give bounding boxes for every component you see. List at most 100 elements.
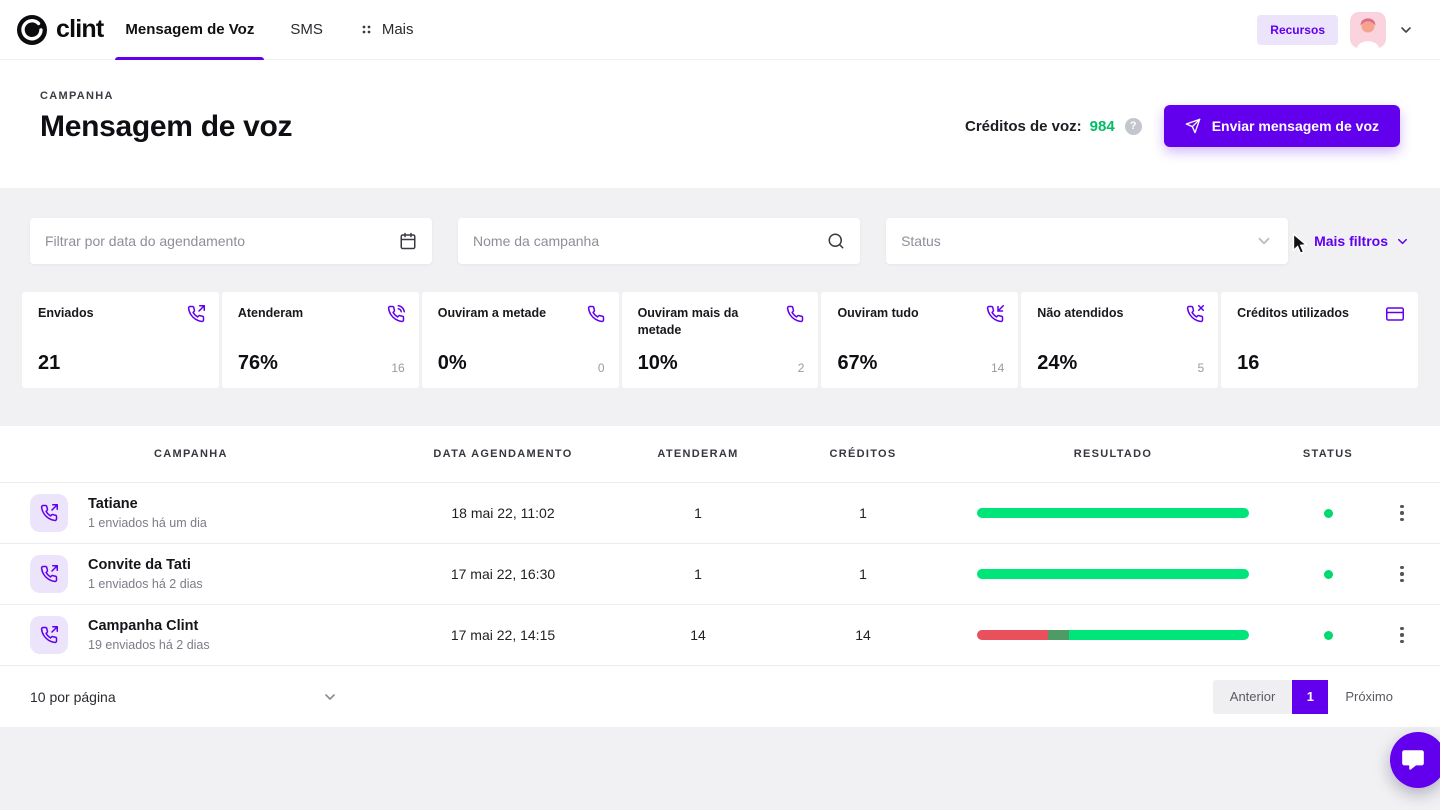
- calendar-icon[interactable]: [399, 232, 417, 250]
- page-header-left: CAMPANHA Mensagem de voz: [40, 90, 293, 188]
- previous-page-button[interactable]: Anterior: [1212, 679, 1293, 714]
- filters-row: Mais filtros: [0, 218, 1440, 264]
- recursos-button[interactable]: Recursos: [1257, 14, 1338, 45]
- grid-dots-icon: [359, 22, 374, 37]
- send-voice-message-label: Enviar mensagem de voz: [1211, 118, 1379, 134]
- stat-value: 10%: [637, 352, 678, 374]
- chat-widget-button[interactable]: [1390, 732, 1440, 788]
- campaign-voice-icon: [30, 555, 68, 593]
- stat-value: 16: [1237, 352, 1260, 374]
- table-header: CAMPANHA DATA AGENDAMENTO ATENDERAM CRÉD…: [0, 426, 1440, 482]
- stat-label: Ouviram tudo: [837, 306, 919, 320]
- phone-icon: [786, 305, 804, 323]
- campaign-date: 17 mai 22, 16:30: [450, 566, 556, 582]
- send-voice-message-button[interactable]: Enviar mensagem de voz: [1163, 105, 1400, 147]
- table-footer: 10 por página Anterior 1 Próximo: [0, 665, 1440, 727]
- stat-label: Atenderam: [237, 306, 304, 320]
- per-page-label: 10 por página: [30, 688, 116, 705]
- stat-value: 24%: [1037, 352, 1078, 374]
- campaign-credits: 1: [859, 505, 867, 521]
- phone-incoming-icon: [986, 305, 1004, 323]
- status-filter-field[interactable]: [886, 218, 1289, 264]
- stat-label: Enviados: [38, 306, 94, 320]
- phone-missed-icon: [1186, 305, 1204, 323]
- stat-label: Não atendidos: [1037, 306, 1124, 320]
- status-dot: [1323, 630, 1333, 640]
- date-filter-input[interactable]: [45, 233, 400, 249]
- stats-row: Enviados 21 Atenderam 76% 16 Ouviram a m…: [0, 292, 1440, 388]
- campaign-subtitle: 1 enviados há 2 dias: [88, 577, 203, 591]
- tab-mensagem-de-voz[interactable]: Mensagem de Voz: [115, 0, 265, 60]
- tab-sms[interactable]: SMS: [290, 0, 323, 60]
- stat-label: Créditos utilizados: [1237, 306, 1349, 320]
- chevron-down-icon: [322, 689, 338, 705]
- campaign-name: Convite da Tati: [88, 557, 191, 573]
- phone-outgoing-icon: [40, 504, 58, 522]
- campaign-answered: 1: [694, 566, 702, 582]
- tab-mais[interactable]: Mais: [359, 0, 414, 60]
- pagination: Anterior 1 Próximo: [1212, 679, 1410, 714]
- column-header-atenderam: ATENDERAM: [657, 448, 739, 460]
- campaign-name: Campanha Clint: [88, 618, 199, 634]
- stat-secondary: 14: [990, 361, 1005, 375]
- chevron-down-icon: [1395, 234, 1410, 249]
- column-header-data-agendamento: DATA AGENDAMENTO: [433, 448, 573, 460]
- voice-credits: Créditos de voz: 984 ?: [965, 117, 1142, 135]
- date-filter-field[interactable]: [30, 218, 433, 264]
- page-1-button[interactable]: 1: [1292, 679, 1329, 714]
- campaign-name-input[interactable]: [473, 233, 828, 249]
- stat-card: Atenderam 76% 16: [221, 292, 419, 388]
- campaign-voice-icon: [30, 616, 68, 654]
- next-page-button[interactable]: Próximo: [1328, 679, 1410, 714]
- campaigns-table: CAMPANHA DATA AGENDAMENTO ATENDERAM CRÉD…: [0, 426, 1440, 727]
- clint-logo-icon: [16, 14, 48, 46]
- stat-card: Créditos utilizados 16: [1221, 292, 1419, 388]
- campaign-name-filter-field[interactable]: [458, 218, 861, 264]
- search-icon: [827, 232, 845, 250]
- topbar-right: Recursos: [1257, 12, 1414, 48]
- stat-card: Ouviram a metade 0% 0: [421, 292, 619, 388]
- help-icon[interactable]: ?: [1124, 117, 1142, 135]
- campaign-name: Tatiane: [88, 496, 138, 512]
- column-header-resultado: RESULTADO: [1073, 448, 1153, 460]
- stat-card: Enviados 21: [22, 292, 219, 388]
- chat-bubble-icon: [1400, 747, 1426, 773]
- campaign-answered: 14: [690, 627, 706, 643]
- page-header-right: Créditos de voz: 984 ? Enviar mensagem d…: [965, 104, 1400, 148]
- table-row[interactable]: Convite da Tati 1 enviados há 2 dias 17 …: [0, 543, 1440, 604]
- tab-label: Mais: [381, 21, 414, 38]
- result-progress-bar: [977, 630, 1249, 640]
- stat-label: Ouviram mais da metade: [637, 306, 739, 337]
- stat-value: 21: [38, 352, 61, 374]
- phone-outgoing-icon: [40, 565, 58, 583]
- stat-label: Ouviram a metade: [437, 306, 547, 320]
- avatar[interactable]: [1350, 12, 1386, 48]
- row-menu-button[interactable]: [1391, 559, 1413, 590]
- column-header-campanha: CAMPANHA: [154, 448, 228, 460]
- stat-secondary: 2: [797, 361, 805, 375]
- result-progress-bar: [977, 569, 1249, 579]
- filters-section: Mais filtros Enviados 21 Atenderam 76% 1…: [0, 188, 1440, 426]
- campaign-subtitle: 1 enviados há um dia: [88, 516, 207, 530]
- stat-value: 0%: [437, 352, 467, 374]
- more-filters-button[interactable]: Mais filtros: [1314, 233, 1410, 249]
- chevron-down-icon[interactable]: [1398, 22, 1414, 38]
- row-menu-button[interactable]: [1391, 498, 1413, 529]
- logo[interactable]: clint: [16, 14, 104, 46]
- row-menu-button[interactable]: [1391, 620, 1413, 651]
- phone-icon: [587, 305, 605, 323]
- table-row[interactable]: Tatiane 1 enviados há um dia 18 mai 22, …: [0, 482, 1440, 543]
- status-dot: [1323, 569, 1333, 579]
- campaign-subtitle: 19 enviados há 2 dias: [88, 638, 210, 652]
- table-row[interactable]: Campanha Clint 19 enviados há 2 dias 17 …: [0, 604, 1440, 665]
- stat-card: Ouviram tudo 67% 14: [821, 292, 1019, 388]
- column-header-creditos: CRÉDITOS: [829, 448, 897, 460]
- chevron-down-icon[interactable]: [1255, 232, 1273, 250]
- tab-label: Mensagem de Voz: [125, 21, 255, 38]
- stat-card: Não atendidos 24% 5: [1021, 292, 1219, 388]
- status-filter-input[interactable]: [901, 233, 1256, 249]
- stat-value: 76%: [237, 352, 278, 374]
- stat-secondary: 16: [391, 361, 405, 375]
- stat-secondary: 5: [1197, 361, 1205, 375]
- per-page-select[interactable]: 10 por página: [30, 689, 338, 705]
